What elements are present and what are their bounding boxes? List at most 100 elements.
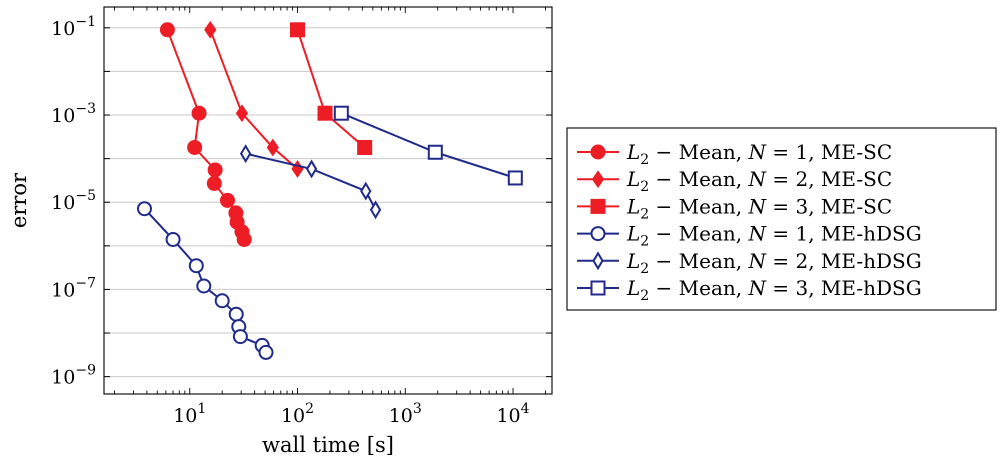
data-point	[427, 144, 443, 160]
y-axis-label: error	[7, 172, 31, 228]
legend-sub: 2	[640, 261, 649, 277]
legend-mid: − Mean,	[649, 222, 748, 246]
y-tick-label: 10−1	[51, 14, 96, 40]
legend-label: L2 − Mean, N = 2, ME-hDSG	[626, 249, 922, 277]
data-point	[206, 175, 222, 191]
data-point	[207, 162, 223, 178]
data-point	[317, 105, 333, 121]
legend-sub: 2	[640, 234, 649, 250]
legend-var: L	[626, 249, 640, 273]
legend-rest: = 2, ME-SC	[766, 167, 892, 191]
data-point	[214, 293, 230, 309]
legend-var: L	[626, 276, 640, 300]
legend-var: L	[626, 194, 640, 218]
legend-mid: − Mean,	[649, 194, 748, 218]
data-point	[196, 278, 212, 294]
data-point	[159, 22, 175, 38]
x-tick-base: 10	[496, 405, 520, 427]
data-point	[136, 201, 152, 217]
legend-label: L2 − Mean, N = 1, ME-hDSG	[626, 222, 922, 250]
legend-marker	[590, 280, 606, 296]
legend-entry: L2 − Mean, N = 3, ME-SC	[577, 194, 892, 222]
legend-mid: − Mean,	[649, 167, 748, 191]
data-point	[204, 20, 217, 39]
legend-marker	[590, 144, 606, 160]
legend-label: L2 − Mean, N = 3, ME-SC	[626, 194, 892, 222]
legend-var: L	[626, 140, 640, 164]
y-tick-label: 10−7	[51, 275, 96, 301]
legend-entry: L2 − Mean, N = 1, ME-hDSG	[577, 222, 922, 250]
y-tick-label: 10−9	[51, 363, 96, 389]
legend-label: L2 − Mean, N = 3, ME-hDSG	[626, 276, 922, 304]
legend-entry: L2 − Mean, N = 1, ME-SC	[577, 140, 892, 168]
data-point	[187, 139, 203, 155]
series-1	[159, 22, 252, 247]
data-point	[235, 104, 249, 123]
data-point	[188, 258, 204, 274]
legend-mid: − Mean,	[649, 140, 748, 164]
y-tick-base: 10	[51, 105, 75, 127]
legend-marker	[590, 226, 606, 242]
y-tick-exp: −5	[75, 188, 96, 204]
data-point	[191, 105, 207, 121]
legend-n: N	[748, 222, 768, 246]
data-point	[228, 306, 244, 322]
legend-var: L	[626, 167, 640, 191]
y-tick-exp: −7	[75, 275, 96, 291]
legend-n: N	[748, 140, 768, 164]
data-point	[220, 192, 236, 208]
major-ticks	[104, 7, 552, 394]
data-point	[507, 170, 523, 186]
legend-sub: 2	[640, 288, 649, 304]
data-point	[266, 138, 279, 157]
minor-ticks	[113, 7, 546, 394]
x-tick-label: 104	[496, 401, 529, 427]
x-tick-label: 102	[281, 401, 314, 427]
x-tick-base: 10	[173, 405, 197, 427]
data-point	[360, 181, 372, 201]
legend-rest: = 3, ME-SC	[766, 194, 892, 218]
y-tick-base: 10	[51, 367, 75, 389]
series-line	[245, 152, 377, 211]
data-point	[258, 344, 274, 360]
legend-mid: − Mean,	[649, 249, 748, 273]
legend-marker	[591, 170, 605, 189]
x-tick-base: 10	[281, 405, 305, 427]
y-tick-exp: −9	[75, 363, 96, 379]
y-tick-base: 10	[51, 192, 75, 214]
legend-sub: 2	[640, 179, 649, 195]
series-2	[204, 20, 304, 178]
data-point	[239, 144, 252, 164]
data-point	[357, 139, 373, 155]
x-tick-exp: 1	[197, 401, 206, 417]
data-point	[290, 22, 306, 38]
series-line	[296, 29, 366, 149]
legend-sub: 2	[640, 206, 649, 222]
data-point	[291, 160, 304, 178]
x-tick-exp: 2	[305, 401, 314, 417]
y-tick-base: 10	[51, 18, 75, 40]
legend-var: L	[626, 222, 640, 246]
legend-entry: L2 − Mean, N = 3, ME-hDSG	[577, 276, 922, 304]
legend-sub: 2	[640, 152, 649, 168]
x-tick-exp: 3	[413, 401, 422, 417]
data-point	[232, 329, 248, 345]
x-tick-label: 103	[389, 401, 422, 427]
legend-rest: = 3, ME-hDSG	[766, 276, 922, 300]
data-point	[305, 159, 318, 179]
series-6	[333, 105, 523, 186]
legend-marker	[592, 251, 604, 271]
grid-lines	[104, 27, 552, 378]
series-line	[209, 29, 299, 170]
series-line	[143, 208, 267, 353]
y-tick-label: 10−3	[51, 101, 96, 127]
x-tick-base: 10	[389, 405, 413, 427]
data-point	[369, 200, 382, 220]
legend-rest: = 1, ME-hDSG	[766, 222, 922, 246]
legend-label: L2 − Mean, N = 2, ME-SC	[626, 167, 892, 195]
legend-n: N	[748, 249, 768, 273]
legend-n: N	[748, 276, 768, 300]
